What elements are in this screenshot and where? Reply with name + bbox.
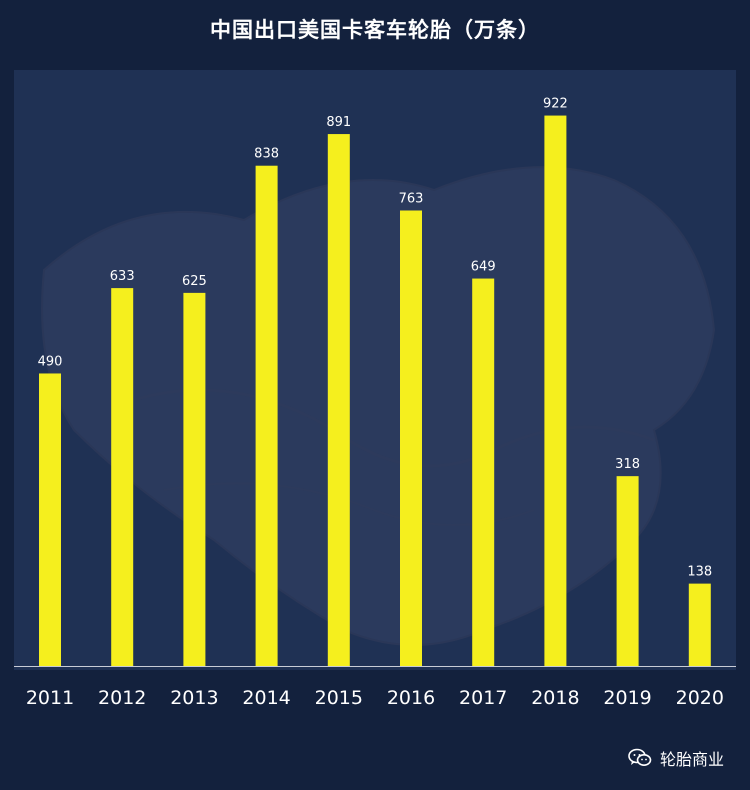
x-tick-2013: 2013 [170, 687, 218, 709]
x-tick-2015: 2015 [315, 687, 363, 709]
x-tick-labels: 2011 2012 2013 2014 2015 2016 2017 2018 2019 2020 [26, 687, 724, 709]
wechat-icon [628, 748, 652, 766]
bar-2017 [472, 278, 495, 666]
watermark-text: 轮胎商业 [659, 750, 724, 769]
bar-2013 [183, 292, 206, 666]
bar-2019 [616, 476, 639, 666]
x-tick-2012: 2012 [98, 687, 146, 709]
bar-2011 [39, 373, 61, 666]
data-label-2015: 891 [326, 115, 351, 130]
data-labels: 490 633 625 838 891 763 649 922 318 138 [38, 97, 713, 580]
x-tick-2018: 2018 [531, 687, 579, 709]
bar-2015 [327, 134, 350, 666]
data-label-2020: 138 [687, 565, 712, 580]
x-tick-2016: 2016 [387, 687, 435, 709]
x-tick-2019: 2019 [603, 687, 651, 709]
x-tick-2020: 2020 [676, 687, 724, 709]
x-tick-2011: 2011 [26, 687, 74, 709]
data-label-2012: 633 [110, 269, 135, 284]
data-label-2014: 838 [254, 147, 279, 162]
bar-2018 [544, 115, 567, 667]
data-label-2011: 490 [38, 354, 63, 369]
bar-2012 [111, 288, 134, 666]
data-label-2017: 649 [471, 260, 496, 275]
data-label-2013: 625 [182, 274, 207, 289]
data-label-2016: 763 [399, 191, 424, 206]
x-tick-2014: 2014 [242, 687, 290, 709]
data-label-2019: 318 [615, 457, 640, 472]
x-tick-2017: 2017 [459, 687, 507, 709]
bar-2014 [255, 165, 278, 667]
data-label-2018: 922 [543, 97, 568, 112]
bar-2020 [688, 583, 711, 666]
bar-2016 [400, 210, 422, 666]
plot-area [14, 70, 736, 670]
bars [39, 115, 711, 667]
chart-title: 中国出口美国卡客车轮胎（万条） [210, 18, 540, 42]
watermark: 轮胎商业 [628, 746, 724, 770]
